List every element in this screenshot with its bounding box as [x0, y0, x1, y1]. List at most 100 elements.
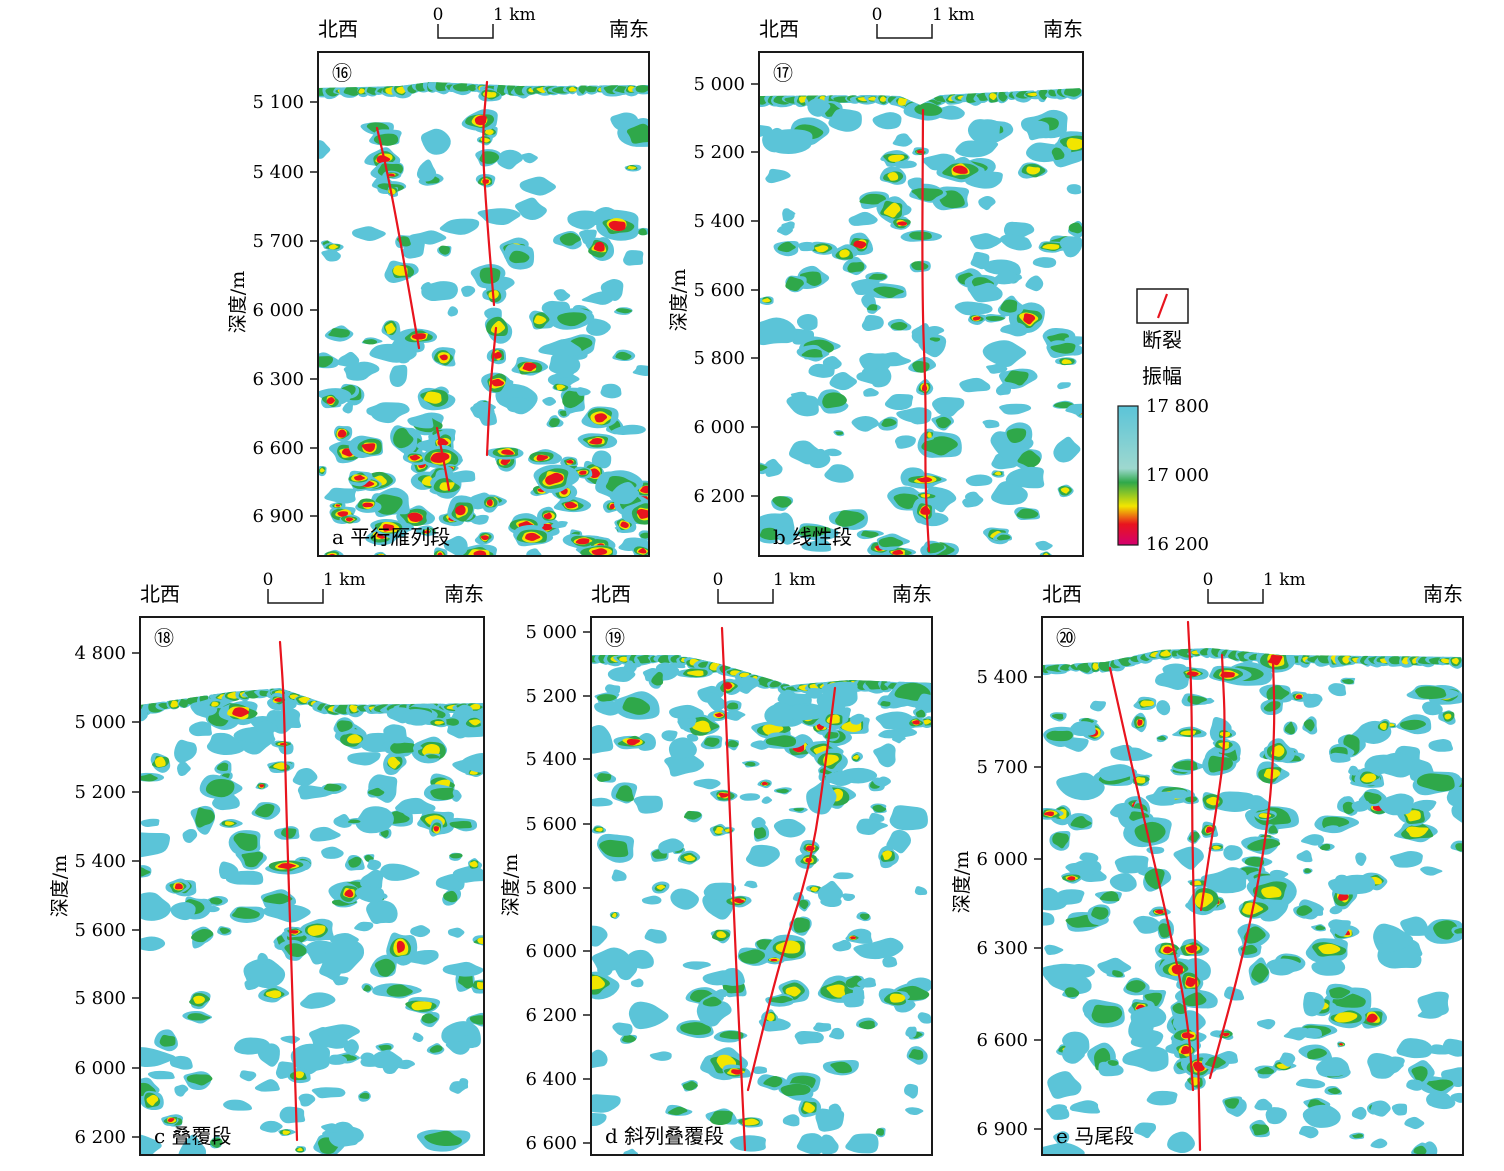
colorbar-tick-label: 16 200: [1146, 534, 1209, 555]
direction-label-nw: 北西: [318, 17, 358, 41]
amplitude-anomalies-d: [591, 655, 932, 1155]
depth-tick-label: 5 400: [525, 749, 577, 770]
depth-tick-label: 6 600: [976, 1030, 1028, 1051]
depth-tick-label: 5 800: [525, 878, 577, 899]
fault-line-c-1: [278, 640, 299, 1142]
panel-frame-c: [139, 616, 485, 1156]
depth-tick-label: 5 000: [74, 712, 126, 733]
depth-tick-label: 5 700: [976, 757, 1028, 778]
depth-tick-label: 6 200: [74, 1127, 126, 1148]
direction-label-se: 南东: [1423, 582, 1463, 606]
scale-bar-zero-label: 0: [1203, 570, 1214, 590]
depth-tick-label: 6 400: [525, 1069, 577, 1090]
depth-tick-label: 6 000: [976, 849, 1028, 870]
panel-caption: c 叠覆段: [154, 1124, 232, 1148]
scale-bar-e: 0 1 km: [1203, 570, 1306, 604]
direction-label-nw: 北西: [591, 582, 631, 606]
fault-line-a-4: [435, 426, 451, 492]
depth-tick-label: 5 800: [693, 348, 745, 369]
depth-tick-label: 6 900: [252, 506, 304, 527]
direction-label-se: 南东: [444, 582, 484, 606]
scale-bar-b: 0 1 km: [872, 5, 975, 39]
depth-axis-label: 深度/m: [668, 269, 690, 331]
direction-label-se: 南东: [1043, 17, 1083, 41]
panel-frame-a: [317, 51, 650, 557]
depth-tick-label: 5 700: [252, 231, 304, 252]
depth-tick-label: 6 000: [693, 417, 745, 438]
depth-tick-label: 5 400: [693, 211, 745, 232]
panel-frame-d: [590, 616, 933, 1156]
depth-tick-label: 5 800: [74, 988, 126, 1009]
scale-bar-km-label: 1 km: [323, 570, 366, 590]
depth-tick-label: 6 000: [525, 941, 577, 962]
depth-axis-label: 深度/m: [49, 855, 71, 917]
fault-line-b-1: [921, 108, 931, 553]
amplitude-legend-title: 振幅: [1142, 364, 1182, 388]
fault-line-e-3: [1199, 653, 1226, 912]
depth-tick-label: 5 200: [693, 142, 745, 163]
amplitude-anomalies-e: [1042, 648, 1463, 1155]
amplitude-anomalies-c: [140, 688, 484, 1155]
fault-legend-label: 断裂: [1142, 328, 1182, 352]
panel-caption: b 线性段: [773, 525, 852, 549]
direction-label-nw: 北西: [140, 582, 180, 606]
direction-label-nw: 北西: [1042, 582, 1082, 606]
panel-caption: a 平行雁列段: [332, 525, 450, 549]
depth-tick-label: 5 400: [252, 162, 304, 183]
depth-tick-label: 5 200: [525, 686, 577, 707]
depth-tick-label: 5 000: [525, 622, 577, 643]
scale-bar-km-label: 1 km: [493, 5, 536, 25]
depth-tick-label: 6 000: [252, 300, 304, 321]
scale-bar-zero-label: 0: [872, 5, 883, 25]
panel-e: 5 400 5 700 6 000 6 300 6 600 6 900 深度/m 北西 南东 0 1…: [951, 570, 1464, 1156]
panel-caption: d 斜列叠覆段: [605, 1124, 724, 1148]
depth-tick-label: 6 600: [252, 438, 304, 459]
scale-bar-zero-label: 0: [263, 570, 274, 590]
fault-legend-line: [1156, 293, 1169, 319]
depth-tick-label: 6 200: [693, 486, 745, 507]
direction-label-se: 南东: [609, 17, 649, 41]
panel-a: 5 100 5 400 5 700 6 000 6 300 6 600 6 900 深度/m 北…: [227, 5, 650, 557]
direction-label-nw: 北西: [759, 17, 799, 41]
fault-line-a-1: [375, 126, 421, 350]
panel-c: 4 800 5 000 5 200 5 400 5 600 5 800 6 000 6 200…: [49, 570, 485, 1156]
depth-tick-label: 6 300: [252, 369, 304, 390]
depth-tick-label: 6 300: [976, 938, 1028, 959]
amplitude-anomalies-b: [759, 88, 1083, 556]
colorbar-tick-label: 17 800: [1146, 396, 1209, 417]
scale-bar-d: 0 1 km: [713, 570, 816, 604]
scale-bar-c: 0 1 km: [263, 570, 366, 604]
depth-tick-label: 6 900: [976, 1119, 1028, 1140]
depth-tick-label: 5 400: [74, 851, 126, 872]
panel-caption: e 马尾段: [1056, 1124, 1134, 1148]
panel-b: 5 000 5 200 5 400 5 600 5 800 6 000 6 200 深度/m 北…: [668, 5, 1084, 557]
fault-line-d-1: [720, 626, 747, 1152]
amplitude-colorbar: [1117, 405, 1139, 546]
colorbar-tick-label: 17 000: [1146, 465, 1209, 486]
fault-line-a-3: [485, 326, 498, 457]
panel-number: ⑳: [1056, 626, 1076, 650]
depth-tick-label: 5 600: [693, 280, 745, 301]
depth-tick-label: 6 000: [74, 1058, 126, 1079]
panel-frame-e: [1041, 616, 1464, 1156]
scale-bar-zero-label: 0: [433, 5, 444, 25]
depth-tick-label: 5 000: [693, 74, 745, 95]
scale-bar-km-label: 1 km: [773, 570, 816, 590]
panel-frame-b: [758, 51, 1084, 557]
scale-bar-zero-label: 0: [713, 570, 724, 590]
panel-number: ⑱: [154, 626, 174, 650]
panel-number: ⑲: [605, 626, 625, 650]
fault-line-e-2: [1186, 620, 1202, 1152]
fault-line-e-4: [1208, 658, 1276, 1080]
depth-tick-label: 6 600: [525, 1133, 577, 1154]
scale-bar-a: 0 1 km: [433, 5, 536, 39]
fault-line-e-1: [1108, 666, 1195, 1092]
depth-axis-label: 深度/m: [951, 851, 973, 913]
depth-tick-label: 4 800: [74, 643, 126, 664]
panel-number: ⑰: [773, 61, 793, 85]
fault-line-d-2: [746, 686, 837, 1092]
depth-tick-label: 5 200: [74, 782, 126, 803]
depth-tick-label: 5 600: [525, 814, 577, 835]
direction-label-se: 南东: [892, 582, 932, 606]
